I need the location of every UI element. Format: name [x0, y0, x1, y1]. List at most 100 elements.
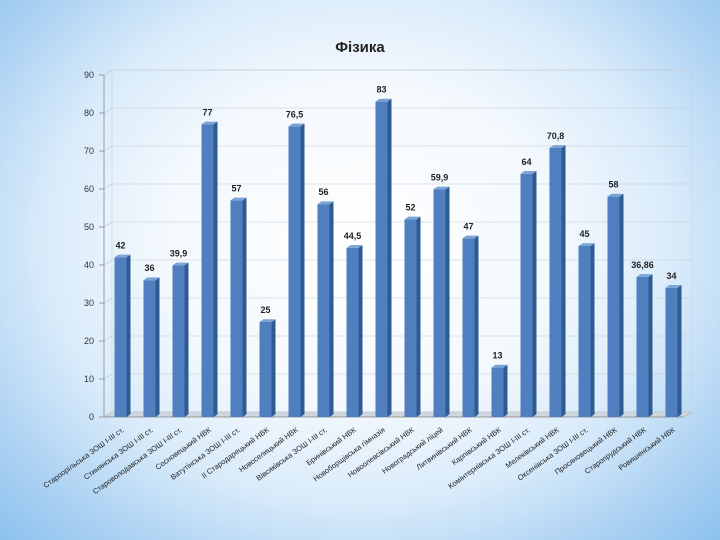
data-label: 36,86 [631, 260, 654, 270]
bar-side [155, 277, 160, 417]
gridline-side [103, 107, 113, 114]
chart-back-wall [111, 69, 693, 413]
bar-side [677, 285, 682, 417]
data-label: 44,5 [344, 231, 362, 241]
gridline-side [103, 335, 113, 342]
y-tick-label: 40 [84, 260, 94, 270]
bar [433, 186, 450, 417]
bar-side [300, 123, 305, 417]
bar-top [375, 98, 392, 102]
data-label: 83 [376, 85, 386, 95]
bar [491, 364, 508, 417]
x-axis-ticks: Староорільська ЗОШ I-III ст.Стинянська З… [41, 425, 677, 496]
bar [143, 277, 160, 417]
bar-side [271, 319, 276, 417]
gridline-side [103, 221, 113, 228]
bar [114, 254, 131, 417]
bar-front [433, 189, 446, 417]
data-label: 52 [405, 202, 415, 212]
bar-front [404, 219, 417, 417]
bar-top [114, 254, 131, 258]
bar [665, 285, 682, 417]
bar [607, 193, 624, 417]
bar [288, 123, 305, 418]
bar-side [126, 254, 131, 417]
bar-top [172, 262, 189, 266]
bar-front [259, 322, 272, 417]
bar-side [242, 197, 247, 417]
bar-side [503, 364, 508, 417]
bar [404, 216, 421, 417]
bar [549, 145, 566, 417]
bar [317, 201, 334, 417]
data-label: 42 [115, 240, 125, 250]
y-tick-label: 20 [84, 336, 94, 346]
bar-front [462, 238, 475, 417]
y-tick-label: 0 [89, 412, 94, 422]
bar-top [404, 216, 421, 220]
bar-top [201, 121, 218, 125]
bar-top [346, 245, 363, 248]
bar [375, 98, 392, 418]
bar-side [648, 274, 653, 417]
y-axis-ticks: 0 10 20 30 40 50 60 70 80 90 [84, 70, 104, 422]
bar-side [474, 235, 479, 417]
chart-floor-plane [102, 411, 694, 418]
bar-front [636, 276, 649, 417]
bar-top [607, 193, 624, 197]
gridline-side [103, 297, 113, 304]
bar-top [491, 364, 508, 368]
bar-side [590, 243, 595, 417]
y-tick-label: 50 [84, 222, 94, 232]
bar-top [665, 285, 682, 288]
bar-top [549, 145, 566, 148]
gridline-side [103, 373, 113, 380]
data-label: 59,9 [431, 172, 449, 182]
y-tick-label: 70 [84, 146, 94, 156]
bar-front [346, 247, 359, 417]
gridline-side [103, 259, 113, 266]
bar-front [578, 246, 591, 417]
bar-front [607, 196, 620, 417]
bar-side [416, 216, 421, 417]
bar-front [288, 126, 301, 418]
y-tick-label: 10 [84, 374, 94, 384]
bar-front [375, 101, 388, 417]
data-label: 36 [144, 263, 154, 273]
bar-top [462, 235, 479, 239]
y-tick-label: 60 [84, 184, 94, 194]
bar-front [114, 257, 127, 417]
chart-gridlines [103, 69, 692, 418]
gridline-side [103, 411, 113, 418]
data-label: 64 [521, 157, 531, 167]
data-label: 25 [260, 305, 270, 315]
bar-top [636, 274, 653, 277]
bar [578, 243, 595, 417]
bar [201, 121, 218, 418]
y-tick-label: 80 [84, 108, 94, 118]
bar-side [184, 262, 189, 417]
bar-side [358, 245, 363, 417]
bar-top [433, 186, 450, 190]
data-labels: 42 36 39,9 77 57 25 76,5 56 44,5 83 52 59,9 47 13 64 70… [115, 85, 676, 361]
data-label: 39,9 [170, 248, 188, 258]
bar [636, 274, 653, 417]
bar-side [445, 186, 450, 417]
y-tick-label: 30 [84, 298, 94, 308]
bar-side [213, 121, 218, 417]
data-label: 45 [579, 229, 589, 239]
gridline-side [103, 183, 113, 190]
bar-top [520, 171, 537, 174]
bar [520, 171, 537, 417]
bar-front [201, 124, 214, 418]
bar-front [520, 173, 533, 417]
bar-top [578, 243, 595, 246]
gridline-side [103, 69, 113, 76]
data-label: 57 [231, 183, 241, 193]
gridline-side [103, 145, 113, 152]
data-label: 47 [463, 221, 473, 231]
bar-top [230, 197, 247, 201]
bar-side [561, 145, 566, 417]
data-label: 56 [318, 187, 328, 197]
